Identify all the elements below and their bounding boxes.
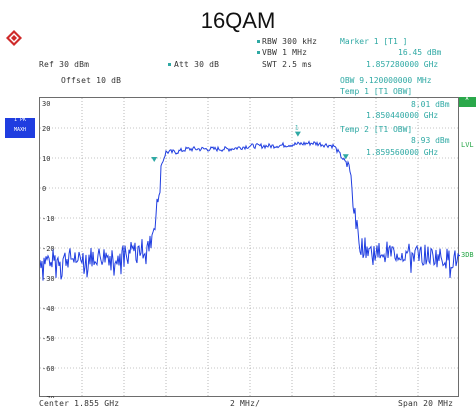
a-indicator-badge: A bbox=[458, 97, 476, 107]
offset-label: Offset 10 dB bbox=[61, 76, 122, 85]
y-tick-label: 10 bbox=[42, 155, 50, 163]
vbw-label: VBW 1 MHz bbox=[262, 48, 308, 57]
db-indicator: 3DB bbox=[461, 251, 474, 259]
span-label: Span 20 MHz bbox=[398, 399, 454, 408]
ref-level-label: Ref 30 dBm bbox=[39, 60, 90, 69]
obw-readout: OBW 9.120000000 MHz bbox=[340, 76, 432, 85]
y-tick-label: 20 bbox=[42, 125, 50, 133]
trace-mode-pk-badge: 1 PK bbox=[5, 118, 35, 128]
chart-title: 16QAM bbox=[200, 8, 276, 33]
temp1-value: 8.01 dBm bbox=[411, 100, 450, 109]
y-tick-label: -70 bbox=[42, 395, 55, 398]
temp2-value: 8.93 dBm bbox=[411, 136, 450, 145]
marker-triangle-icon bbox=[342, 154, 349, 160]
marker-title: Marker 1 [T1 ] bbox=[340, 37, 408, 46]
rohde-schwarz-logo-icon bbox=[6, 30, 22, 46]
temp2-title: Temp 2 [T1 OBW] bbox=[340, 125, 413, 134]
trace-mode-maxh-badge: MAXH bbox=[5, 128, 35, 138]
y-tick-label: -10 bbox=[42, 215, 55, 223]
marker-triangle-icon bbox=[294, 131, 301, 137]
att-label: Att 30 dB bbox=[174, 60, 220, 69]
spectrum-trace-line bbox=[39, 140, 461, 281]
temp2-frequency: 1.859560000 GHz bbox=[366, 148, 439, 157]
vbw-dot-icon bbox=[257, 51, 260, 54]
marker-frequency: 1.857280000 GHz bbox=[366, 60, 439, 69]
rbw-dot-icon bbox=[257, 40, 260, 43]
y-tick-label: -20 bbox=[42, 245, 55, 253]
center-frequency-label: Center 1.855 GHz bbox=[39, 399, 120, 408]
marker-label: 1 bbox=[295, 125, 299, 132]
y-tick-label: -30 bbox=[42, 275, 55, 283]
rbw-label: RBW 300 kHz bbox=[262, 37, 318, 46]
lvl-indicator: LVL bbox=[461, 141, 474, 149]
marker-value: 16.45 dBm bbox=[398, 48, 442, 57]
y-tick-label: -50 bbox=[42, 335, 55, 343]
y-tick-label: -60 bbox=[42, 365, 55, 373]
att-dot-icon bbox=[168, 63, 171, 66]
marker-triangle-icon bbox=[151, 156, 158, 162]
spectrum-svg: 30 20 10 0 -10 -20 -30 -40 -50 -60 -70 1 bbox=[39, 98, 461, 403]
swt-label: SWT 2.5 ms bbox=[262, 60, 313, 69]
spectrum-plot: 30 20 10 0 -10 -20 -30 -40 -50 -60 -70 1 bbox=[39, 97, 461, 403]
temp1-title: Temp 1 [T1 OBW] bbox=[340, 87, 413, 96]
y-tick-label: -40 bbox=[42, 305, 55, 313]
y-tick-label: 30 bbox=[42, 100, 50, 108]
temp1-frequency: 1.850440000 GHz bbox=[366, 111, 439, 120]
y-tick-label: 0 bbox=[42, 185, 46, 193]
division-label: 2 MHz/ bbox=[230, 399, 261, 408]
